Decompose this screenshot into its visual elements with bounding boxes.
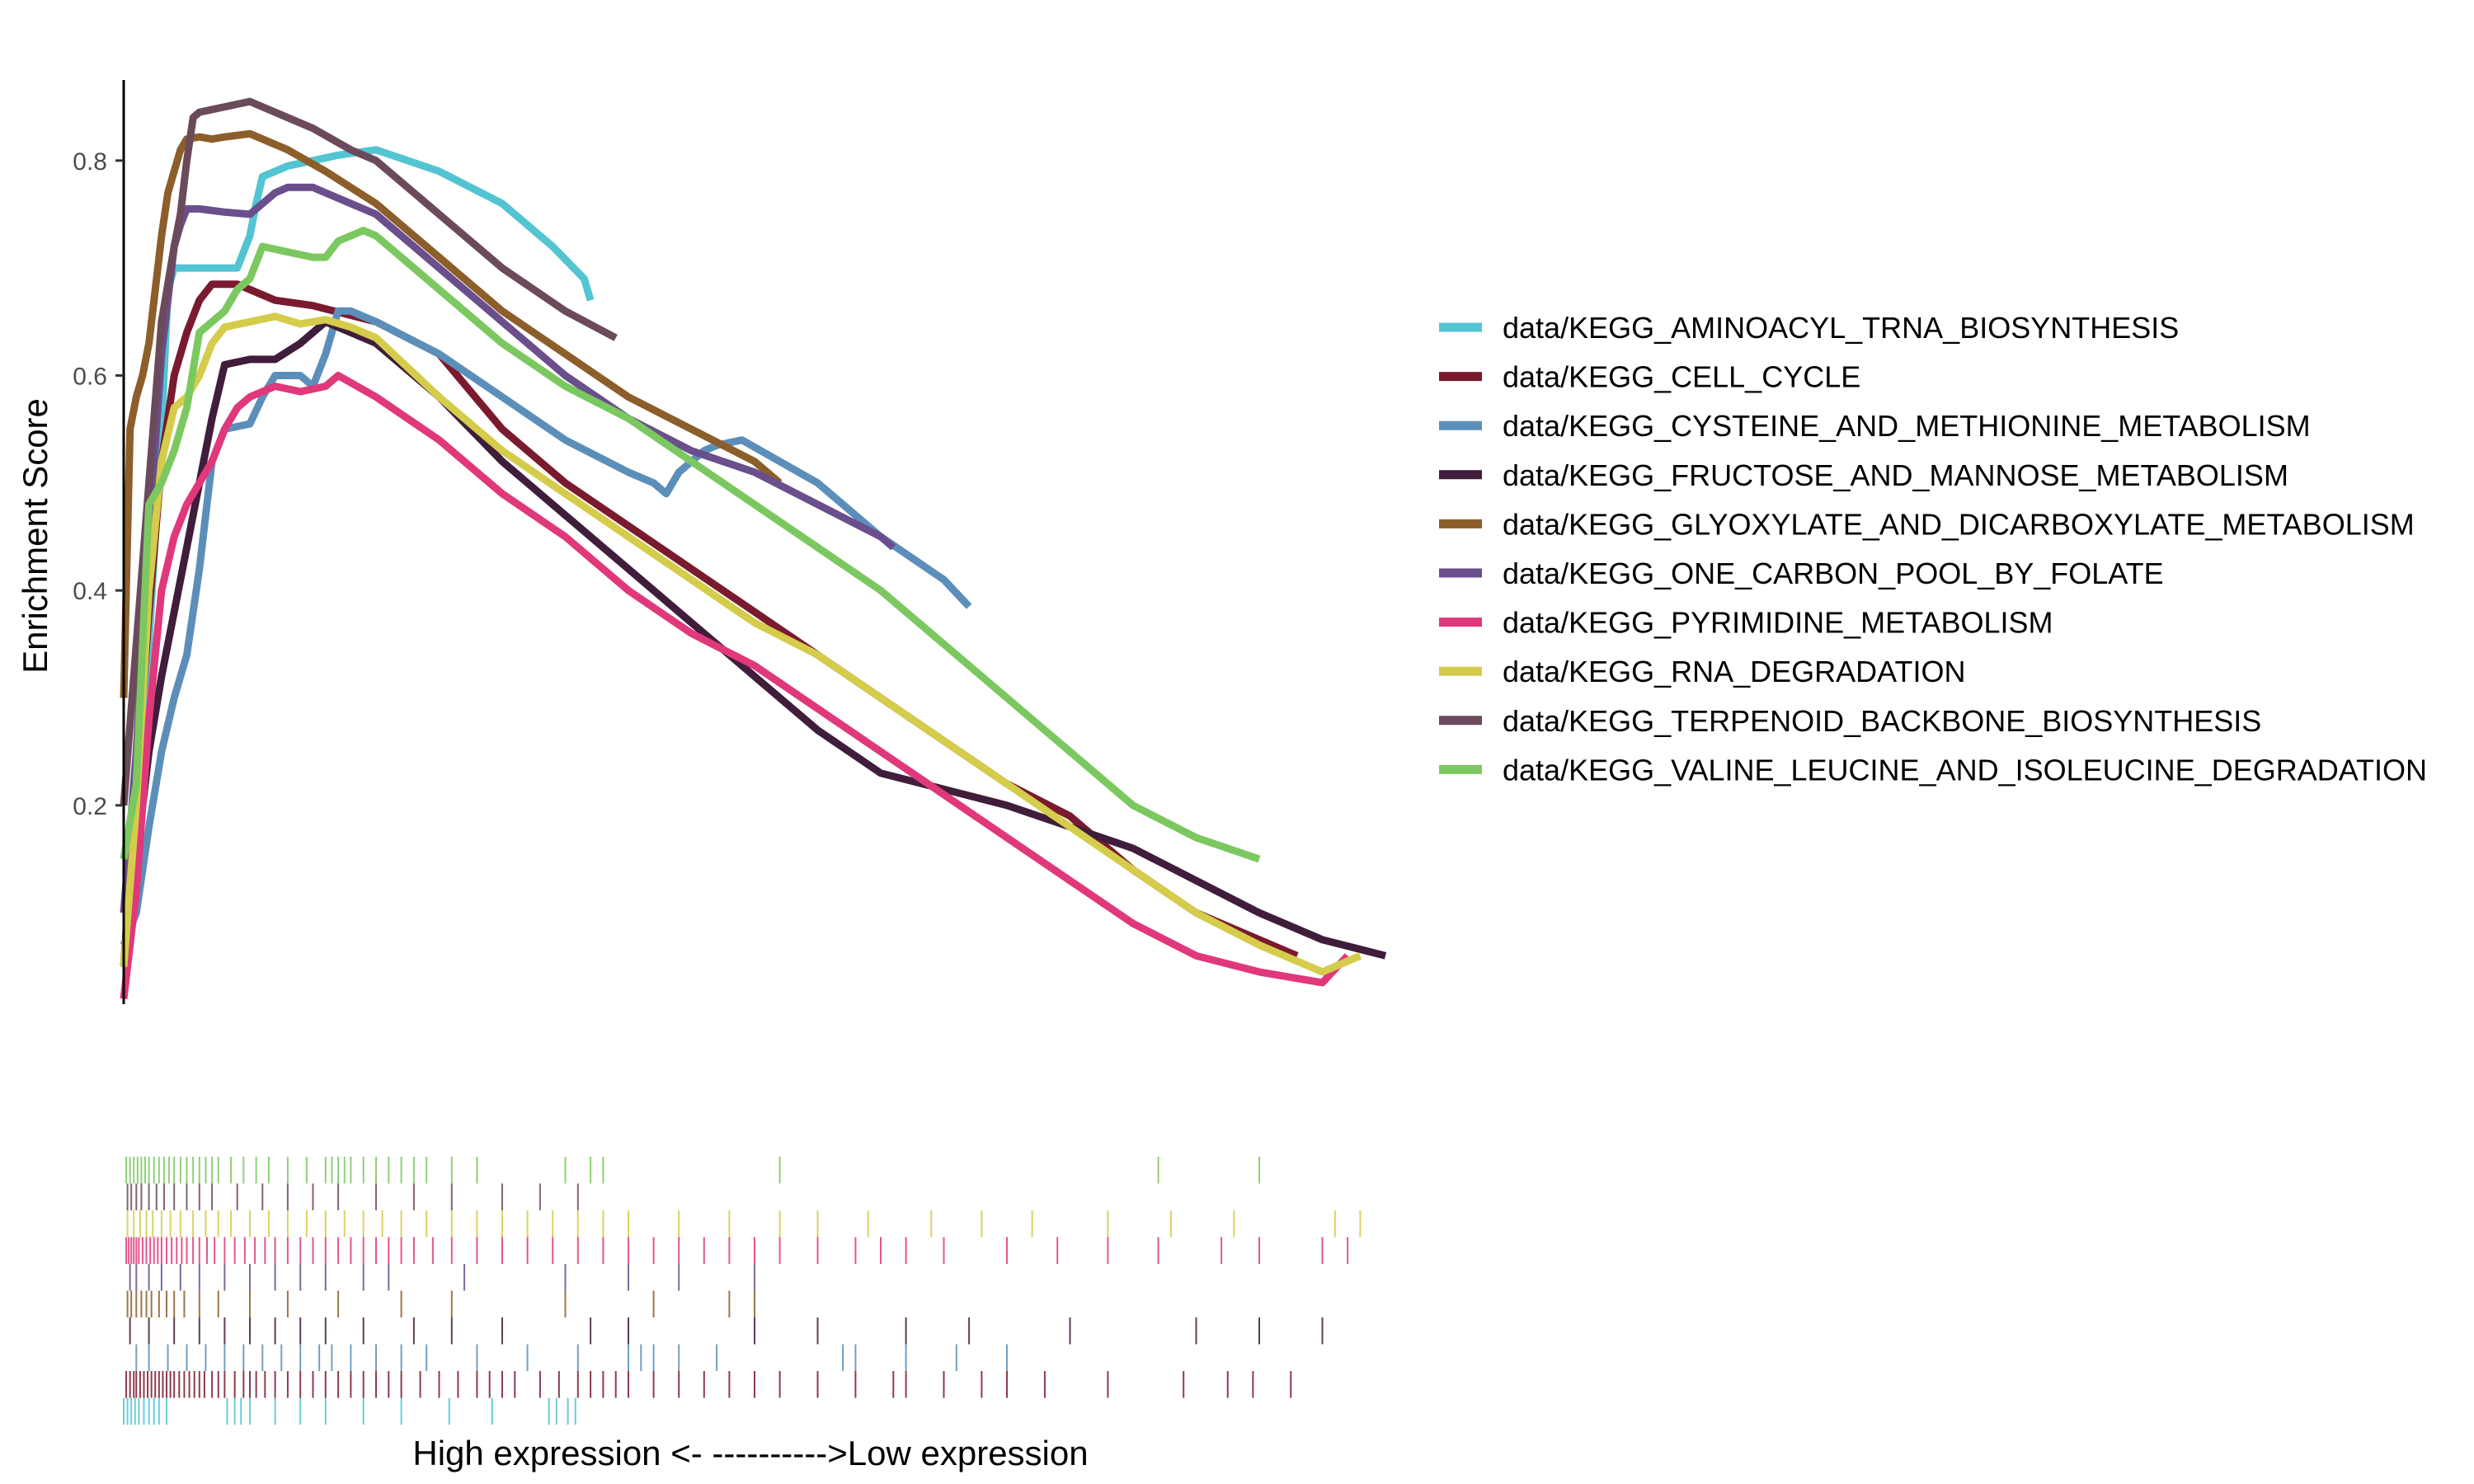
y-tick-label: 0.4	[73, 578, 107, 605]
y-tick-label: 0.6	[73, 363, 107, 390]
legend-label-4: data/KEGG_GLYOXYLATE_AND_DICARBOXYLATE_M…	[1503, 507, 2415, 541]
legend: data/KEGG_AMINOACYL_TRNA_BIOSYNTHESISdat…	[1439, 311, 2427, 787]
y-tick-label: 0.8	[73, 148, 107, 176]
series-line-5	[120, 183, 896, 913]
series-line-9	[120, 227, 1261, 863]
series-line-3	[120, 317, 1387, 967]
y-axis-title: Enrichment Score	[16, 398, 54, 674]
legend-label-2: data/KEGG_CYSTEINE_AND_METHIONINE_METABO…	[1503, 409, 2311, 443]
series-line-4	[120, 129, 783, 698]
series-line-0	[120, 146, 595, 967]
y-tick-label: 0.2	[73, 793, 107, 820]
series-line-2	[120, 307, 972, 946]
x-axis-title: High expression <- ---------->Low expres…	[412, 1434, 1088, 1472]
legend-label-0: data/KEGG_AMINOACYL_TRNA_BIOSYNTHESIS	[1503, 311, 2179, 345]
gene-hit-rug	[123, 1157, 1362, 1425]
legend-label-6: data/KEGG_PYRIMIDINE_METABOLISM	[1503, 606, 2053, 640]
series-line-8	[120, 97, 618, 806]
series-line-6	[120, 372, 1351, 1000]
legend-label-8: data/KEGG_TERPENOID_BACKBONE_BIOSYNTHESI…	[1503, 704, 2261, 738]
legend-label-5: data/KEGG_ONE_CARBON_POOL_BY_FOLATE	[1503, 556, 2164, 590]
enrichment-lines	[120, 97, 1387, 1000]
legend-label-3: data/KEGG_FRUCTOSE_AND_MANNOSE_METABOLIS…	[1503, 458, 2288, 492]
legend-label-7: data/KEGG_RNA_DEGRADATION	[1503, 655, 1966, 688]
legend-label-1: data/KEGG_CELL_CYCLE	[1503, 360, 1860, 394]
legend-label-9: data/KEGG_VALINE_LEUCINE_AND_ISOLEUCINE_…	[1503, 753, 2427, 787]
y-axis-ticks: 0.2 0.4 0.6 0.8	[73, 148, 124, 820]
series-line-1	[120, 280, 1299, 967]
